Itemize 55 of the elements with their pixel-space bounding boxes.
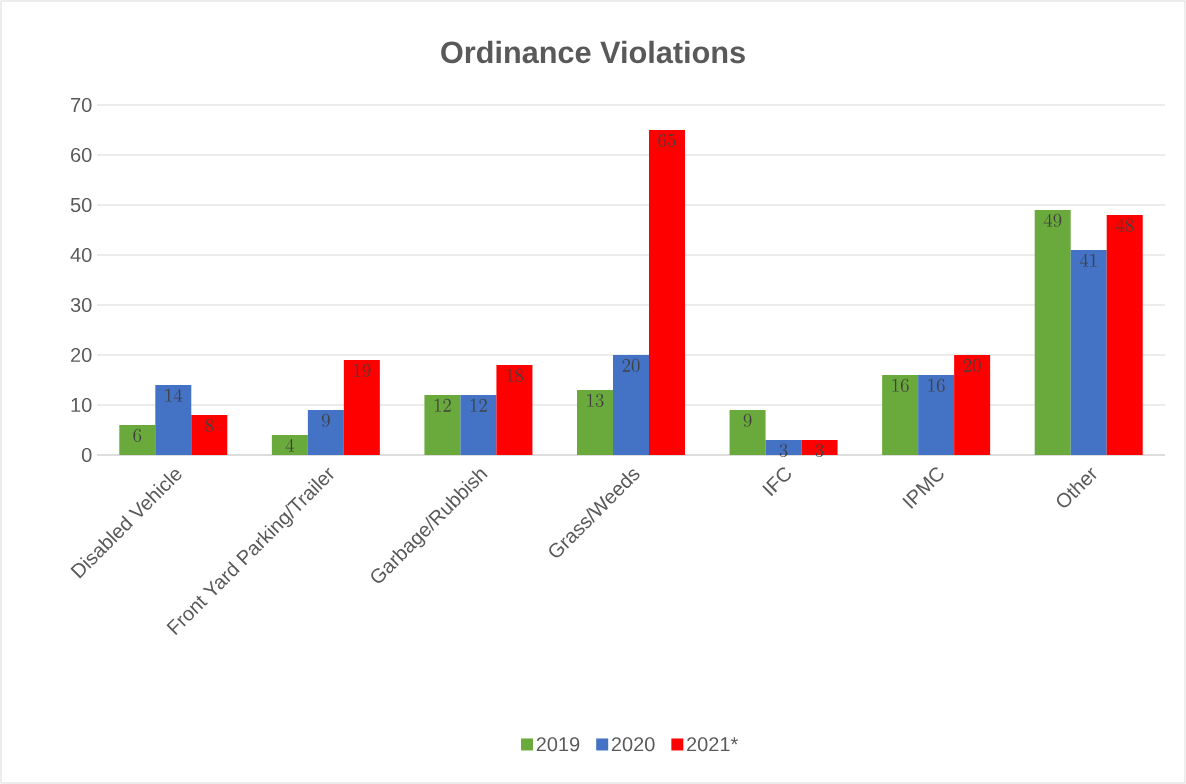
bar xyxy=(343,359,380,455)
bar xyxy=(649,129,685,455)
y-tick-label: 40 xyxy=(70,247,92,263)
data-label: 18 xyxy=(506,368,524,383)
bar xyxy=(1106,214,1143,455)
data-label: 4 xyxy=(285,438,295,452)
y-tick-label: 10 xyxy=(71,397,92,413)
bar xyxy=(155,384,192,455)
chart-title: Ordinance Violations xyxy=(441,40,745,64)
data-label: 41 xyxy=(1079,253,1097,267)
data-label: 16 xyxy=(928,378,945,393)
bar xyxy=(954,354,991,455)
y-tick-label: 60 xyxy=(71,147,92,163)
data-label: 49 xyxy=(1043,213,1062,228)
bar xyxy=(801,439,838,455)
bar xyxy=(496,364,533,455)
legend-label: 2021* xyxy=(687,737,738,752)
data-label: 20 xyxy=(622,358,640,373)
legend-label: 2019 xyxy=(536,737,580,752)
bar xyxy=(1034,209,1071,455)
bar xyxy=(460,394,497,455)
data-label: 6 xyxy=(133,428,142,443)
data-label: 48 xyxy=(1115,218,1134,233)
x-tick-label: IFC xyxy=(762,467,791,497)
bar xyxy=(271,434,308,455)
bar xyxy=(191,414,228,455)
data-label: 9 xyxy=(321,413,330,428)
data-label: 12 xyxy=(470,398,487,412)
data-label: 13 xyxy=(587,393,604,408)
y-tick-label: 30 xyxy=(70,297,92,313)
bar xyxy=(729,409,766,455)
y-tick-label: 0 xyxy=(81,447,92,463)
bar xyxy=(613,354,649,455)
data-label: 3 xyxy=(779,443,788,458)
data-label: 3 xyxy=(815,443,824,458)
bar xyxy=(307,409,344,455)
data-label: 12 xyxy=(434,398,451,412)
y-tick-label: 20 xyxy=(71,347,92,363)
bar xyxy=(765,439,802,455)
bar xyxy=(119,424,156,455)
data-label: 19 xyxy=(354,363,371,378)
bar xyxy=(424,394,461,455)
bar xyxy=(577,389,613,455)
data-label: 16 xyxy=(892,378,909,393)
bar xyxy=(882,374,919,455)
y-tick-label: 70 xyxy=(71,97,92,113)
bar xyxy=(918,374,955,455)
data-label: 8 xyxy=(205,418,214,433)
y-tick-label: 50 xyxy=(70,197,92,213)
data-label: 14 xyxy=(165,388,183,402)
data-label: 20 xyxy=(963,358,981,373)
bar xyxy=(1070,249,1107,455)
data-label: 65 xyxy=(658,133,676,148)
legend-label: 2020 xyxy=(611,737,655,752)
data-label: 9 xyxy=(743,413,752,428)
